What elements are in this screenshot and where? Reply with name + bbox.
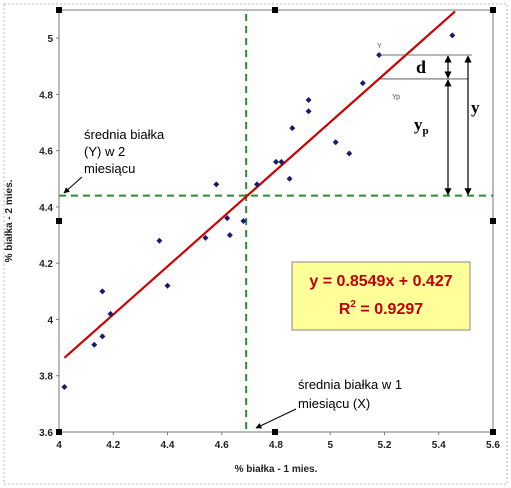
x-tick-label: 4.4 [161, 440, 175, 451]
small-y-label: Y [377, 43, 382, 50]
handle [272, 429, 278, 435]
data-point [332, 139, 339, 146]
handle [56, 7, 62, 13]
y-tick-label: 4.2 [39, 259, 53, 270]
data-point [449, 32, 456, 39]
x-tick-label: 4.8 [269, 440, 283, 451]
data-point [305, 97, 312, 104]
deviation-annotation: d y yp Y Yp [377, 43, 480, 196]
data-point [254, 181, 261, 188]
mean-x-text-1: średnia białka w 1 [298, 377, 402, 392]
y-axis-ticks: 3.6 3.8 4 4.2 4.4 4.6 4.8 5 [39, 34, 59, 439]
y-tick-label: 4 [47, 315, 53, 326]
handle [490, 429, 496, 435]
y-tick-label: 4.6 [39, 147, 53, 158]
mean-y-text-3: miesiącu [84, 161, 135, 176]
y-tick-label: 5 [47, 34, 53, 45]
equation-box-bg [291, 261, 471, 331]
y-tick-label: 3.8 [39, 372, 53, 383]
handle [272, 7, 278, 13]
data-point [107, 310, 114, 317]
mean-y-annotation: średnia białka (Y) w 2 miesiącu [63, 127, 165, 194]
data-point [226, 232, 233, 239]
data-point [213, 181, 220, 188]
x-axis-title: % białka - 1 mies. [235, 464, 318, 475]
data-point [99, 333, 106, 340]
data-point [99, 288, 106, 295]
mean-x-text-2: miesiącu (X) [298, 396, 370, 411]
y-label: y [471, 98, 480, 117]
small-yp-label: Yp [392, 94, 400, 101]
y-tick-label: 4.8 [39, 90, 53, 101]
x-tick-label: 4 [56, 440, 62, 451]
x-tick-label: 4.6 [215, 440, 229, 451]
data-point [164, 282, 171, 289]
data-point [224, 215, 231, 222]
yp-label: yp [414, 115, 429, 137]
x-tick-label: 4.2 [106, 440, 120, 451]
data-point [346, 150, 353, 157]
chart-outer-frame [3, 3, 508, 485]
mean-y-text-1: średnia białka [84, 127, 165, 142]
data-point [202, 234, 209, 241]
y-tick-label: 3.6 [39, 428, 53, 439]
data-point [240, 218, 247, 224]
y-axis-title: % białka - 2 mies. [4, 179, 15, 262]
data-point [91, 341, 98, 348]
data-point [278, 158, 285, 165]
x-tick-label: 5.4 [432, 440, 446, 451]
data-point [359, 80, 366, 87]
data-point [61, 383, 68, 390]
y-tick-label: 4.4 [39, 203, 53, 214]
mean-x-annotation: średnia białka w 1 miesiącu (X) [255, 377, 402, 429]
data-point [273, 158, 279, 165]
data-point [156, 237, 163, 244]
data-point [286, 175, 293, 182]
d-label: d [416, 57, 426, 77]
handle [56, 429, 62, 435]
data-point [289, 125, 296, 132]
handle [490, 218, 496, 224]
data-points [61, 32, 456, 390]
x-tick-label: 5 [327, 440, 333, 451]
x-axis-ticks: 4 4.2 4.4 4.6 4.8 5 5.2 5.4 5.6 [56, 432, 500, 451]
r2-text: R2 = 0.9297 [339, 299, 423, 318]
data-point [305, 108, 312, 115]
mean-x-pointer [255, 408, 297, 429]
equation-box: y = 0.8549x + 0.427 R2 = 0.9297 [291, 261, 471, 331]
x-tick-label: 5.6 [486, 440, 500, 451]
handle [56, 218, 62, 224]
equation-text: y = 0.8549x + 0.427 [309, 273, 452, 290]
mean-y-pointer [63, 176, 83, 194]
handle [490, 7, 496, 13]
selection-handles [56, 7, 496, 435]
mean-y-text-2: (Y) w 2 [84, 144, 125, 159]
x-tick-label: 5.2 [378, 440, 392, 451]
